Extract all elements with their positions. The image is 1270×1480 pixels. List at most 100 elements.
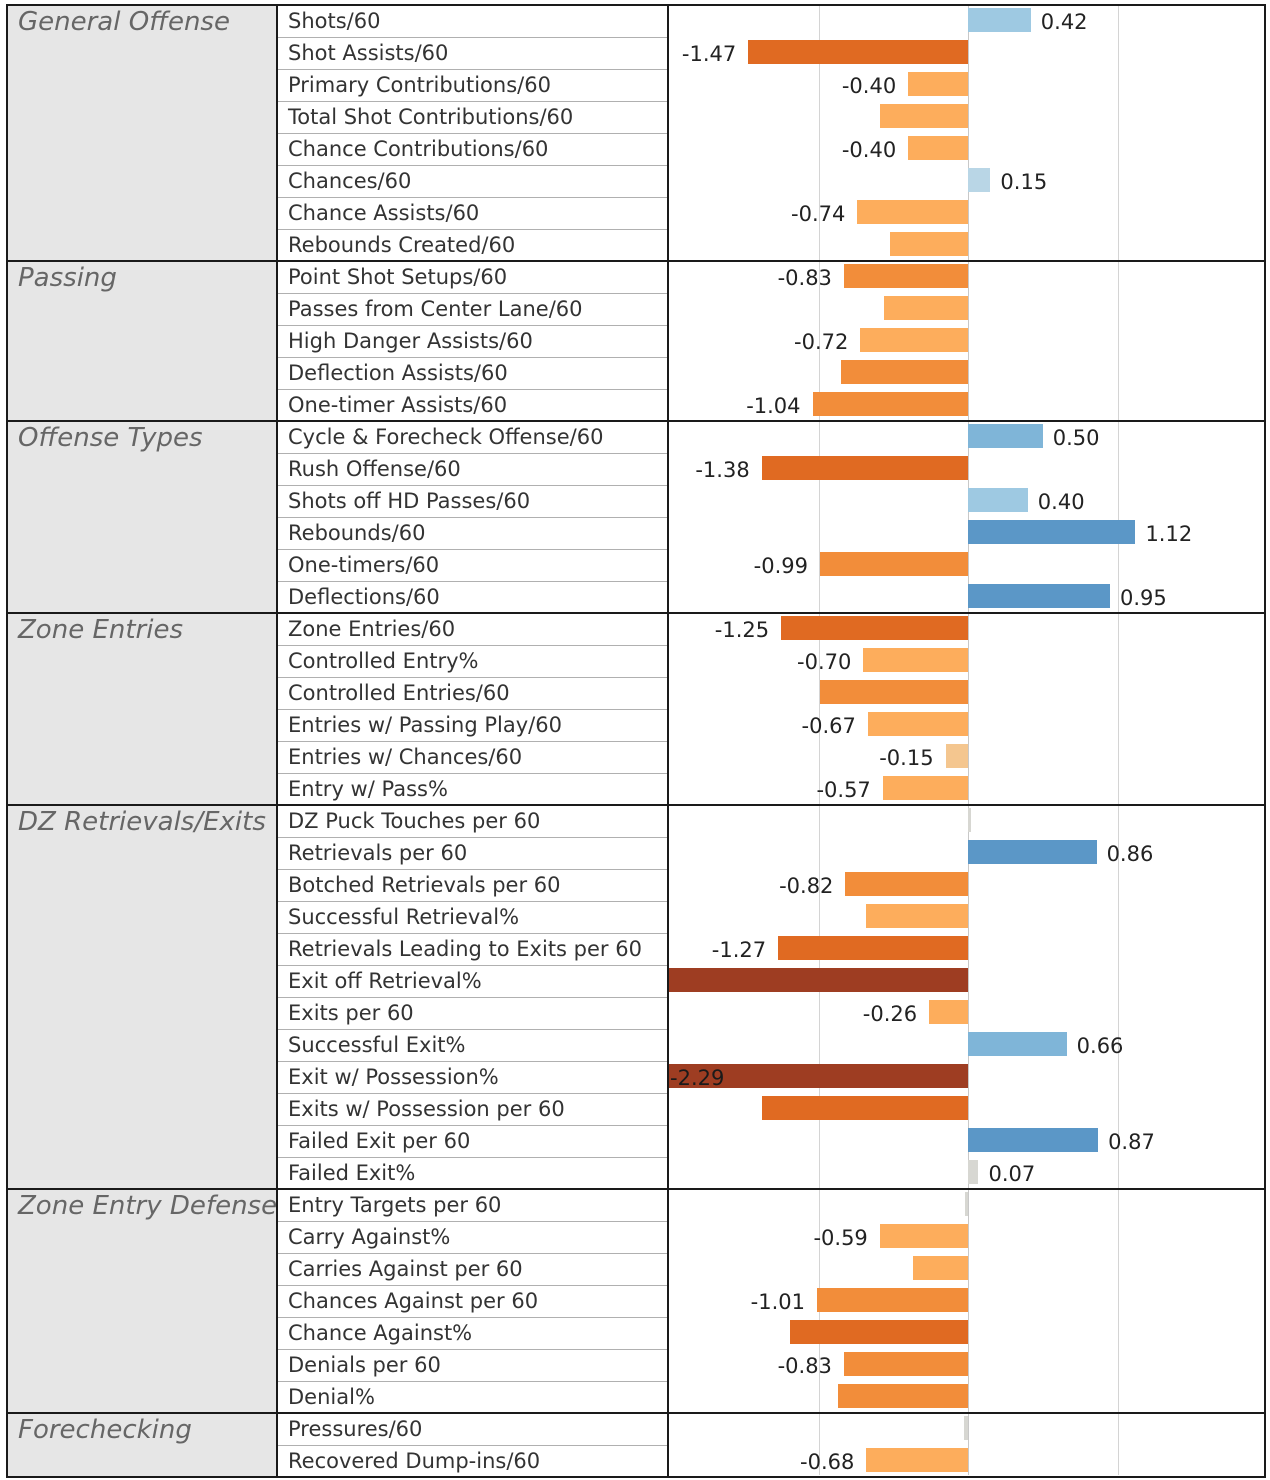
- row-divider: [277, 677, 667, 678]
- metric-label: Exits per 60: [288, 1001, 414, 1025]
- data-bar: [819, 552, 968, 576]
- data-bar: [884, 296, 968, 320]
- data-bar: [866, 904, 968, 928]
- data-label: -1.38: [695, 458, 750, 482]
- data-label: -2.29: [670, 1066, 725, 1090]
- data-bar: [857, 200, 968, 224]
- data-bar: [866, 1448, 968, 1472]
- metric-label: Chance Against%: [288, 1321, 473, 1345]
- data-label: -0.57: [816, 778, 871, 802]
- gridline: [1117, 5, 1119, 1475]
- data-label: 0.07: [988, 1162, 1036, 1186]
- row-divider: [277, 1125, 667, 1126]
- data-bar: [781, 616, 968, 640]
- data-label: -1.01: [750, 1290, 806, 1314]
- row-divider: [277, 69, 667, 70]
- data-label: 0.42: [1040, 10, 1088, 34]
- metric-label: Retrievals Leading to Exits per 60: [288, 937, 642, 961]
- row-divider: [277, 1381, 667, 1382]
- data-label: -0.99: [753, 554, 808, 578]
- row-divider: [277, 1221, 667, 1222]
- data-label: -0.59: [813, 1226, 868, 1250]
- metric-label: Retrievals per 60: [288, 841, 468, 865]
- category-label: Zone Entries: [18, 615, 184, 645]
- group-divider: [6, 260, 1266, 262]
- metric-label: Passes from Center Lane/60: [288, 297, 583, 321]
- metric-label: Exit off Retrieval%: [288, 969, 482, 993]
- metric-label: Denials per 60: [288, 1353, 441, 1377]
- data-bar: [968, 584, 1111, 608]
- row-divider: [277, 1285, 667, 1286]
- data-bar: [761, 456, 968, 480]
- metric-label: Exit w/ Possession%: [288, 1065, 499, 1089]
- metric-label: Chance Assists/60: [288, 201, 480, 225]
- data-bar: [968, 1128, 1099, 1152]
- data-bar: [879, 1224, 968, 1248]
- metric-label: Carry Against%: [288, 1225, 451, 1249]
- row-divider: [277, 293, 667, 294]
- metric-label: Pressures/60: [288, 1417, 423, 1441]
- data-label: 0.40: [1037, 490, 1085, 514]
- data-label: -0.40: [841, 74, 897, 98]
- metric-label: Botched Retrievals per 60: [288, 873, 561, 897]
- metric-label: Chances Against per 60: [288, 1289, 539, 1313]
- row-divider: [277, 229, 667, 230]
- category-cell: Zone Entry Defense: [6, 1189, 277, 1413]
- metric-label: Exits w/ Possession per 60: [288, 1097, 565, 1121]
- bottom-border: [6, 1476, 1266, 1478]
- row-divider: [277, 517, 667, 518]
- data-bar: [929, 1000, 968, 1024]
- data-label: -0.83: [777, 1354, 832, 1378]
- data-label: 0.86: [1106, 842, 1154, 866]
- metric-label: Failed Exit%: [288, 1161, 416, 1185]
- row-divider: [277, 357, 667, 358]
- metric-label: DZ Puck Touches per 60: [288, 809, 541, 833]
- data-label: -0.15: [879, 746, 934, 770]
- row-divider: [277, 965, 667, 966]
- category-label: Zone Entry Defense: [18, 1191, 278, 1221]
- group-divider: [6, 612, 1266, 614]
- metric-label: Primary Contributions/60: [288, 73, 551, 97]
- row-divider: [277, 1445, 667, 1446]
- data-label: -1.47: [681, 42, 737, 66]
- metric-label: Rush Offense/60: [288, 457, 461, 481]
- metric-label: Shots off HD Passes/60: [288, 489, 531, 513]
- row-divider: [277, 581, 667, 582]
- row-divider: [277, 485, 667, 486]
- row-divider: [277, 1349, 667, 1350]
- metric-label: Deflection Assists/60: [288, 361, 508, 385]
- data-label: 0.95: [1120, 586, 1167, 610]
- data-label: 0.50: [1052, 426, 1100, 450]
- data-bar: [669, 1064, 968, 1088]
- row-divider: [277, 741, 667, 742]
- data-bar: [968, 840, 1097, 864]
- row-divider: [277, 837, 667, 838]
- data-label: -0.83: [777, 266, 832, 290]
- data-bar: [761, 1096, 968, 1120]
- metric-label: Cycle & Forecheck Offense/60: [288, 425, 604, 449]
- row-divider: [277, 869, 667, 870]
- data-bar: [945, 744, 968, 768]
- metric-label: Recovered Dump-ins/60: [288, 1449, 541, 1473]
- data-bar: [845, 872, 968, 896]
- zero-line: [968, 5, 969, 1475]
- row-divider: [277, 37, 667, 38]
- metric-label: Entries w/ Chances/60: [288, 745, 523, 769]
- metric-label: One-timers/60: [288, 553, 440, 577]
- data-bar: [669, 968, 968, 992]
- metric-label: Shot Assists/60: [288, 41, 449, 65]
- metric-label: Zone Entries/60: [288, 617, 456, 641]
- row-divider: [277, 549, 667, 550]
- data-label: 0.87: [1108, 1130, 1155, 1154]
- metric-label: Controlled Entries/60: [288, 681, 510, 705]
- label-divider: [667, 4, 669, 1477]
- group-divider: [6, 1412, 1266, 1414]
- data-bar: [843, 264, 968, 288]
- category-cell: Offense Types: [6, 421, 277, 613]
- data-bar: [812, 392, 968, 416]
- metric-label: Chance Contributions/60: [288, 137, 549, 161]
- metric-label: Denial%: [288, 1385, 375, 1409]
- data-bar: [840, 360, 968, 384]
- data-bar: [968, 168, 991, 192]
